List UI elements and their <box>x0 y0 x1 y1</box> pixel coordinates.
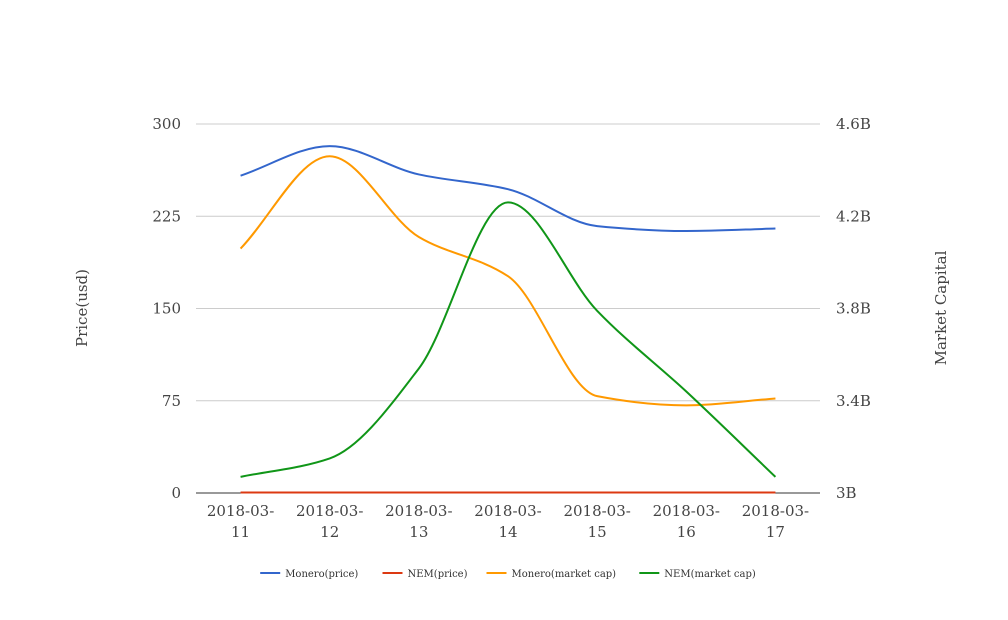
legend-label: Monero(price) <box>285 569 358 580</box>
right-tick-label: 4.2B <box>836 207 871 225</box>
right-axis-ticks: 3B 3.4B 3.8B 4.2B 4.6B <box>836 115 871 502</box>
x-tick-label: 2018-03- <box>207 502 274 520</box>
legend: Monero(price) NEM(price) Monero(market cap… <box>260 569 756 580</box>
x-tick-label: 14 <box>498 523 517 541</box>
x-tick-label: 16 <box>677 523 696 541</box>
left-axis-title: Price(usd) <box>73 269 91 347</box>
legend-label: NEM(market cap) <box>664 569 756 580</box>
legend-label: Monero(market cap) <box>512 569 617 580</box>
x-tick-label: 12 <box>320 523 339 541</box>
right-axis-title: Market Capital <box>932 250 950 365</box>
gridlines <box>196 123 820 494</box>
right-tick-label: 4.6B <box>836 115 871 133</box>
right-tick-label: 3.8B <box>836 300 871 318</box>
x-tick-label: 2018-03- <box>296 502 363 520</box>
x-tick-label: 2018-03- <box>474 502 541 520</box>
x-tick-label: 15 <box>588 523 607 541</box>
series-line-monero-market-cap <box>239 155 776 407</box>
x-tick-label: 17 <box>766 523 785 541</box>
x-tick-label: 11 <box>231 523 250 541</box>
left-tick-label: 150 <box>152 300 181 318</box>
left-tick-label: 225 <box>152 207 181 225</box>
right-tick-label: 3.4B <box>836 392 871 410</box>
x-tick-label: 2018-03- <box>653 502 720 520</box>
x-tick-label: 2018-03- <box>742 502 809 520</box>
left-axis-ticks: 0 75 150 225 300 <box>152 115 181 502</box>
x-tick-label: 2018-03- <box>385 502 452 520</box>
x-tick-label: 13 <box>409 523 428 541</box>
series-lines <box>239 145 777 494</box>
right-tick-label: 3B <box>836 484 857 502</box>
series-line-monero-price <box>240 145 776 233</box>
legend-label: NEM(price) <box>408 569 468 580</box>
x-tick-label: 2018-03- <box>563 502 630 520</box>
left-tick-label: 300 <box>152 115 181 133</box>
left-tick-label: 0 <box>171 484 181 502</box>
series-line-nem-market-cap <box>240 201 777 478</box>
left-tick-label: 75 <box>162 392 181 410</box>
x-axis-ticks: 2018-03- 11 2018-03- 12 2018-03- 13 2018-03- 14… <box>207 502 809 541</box>
